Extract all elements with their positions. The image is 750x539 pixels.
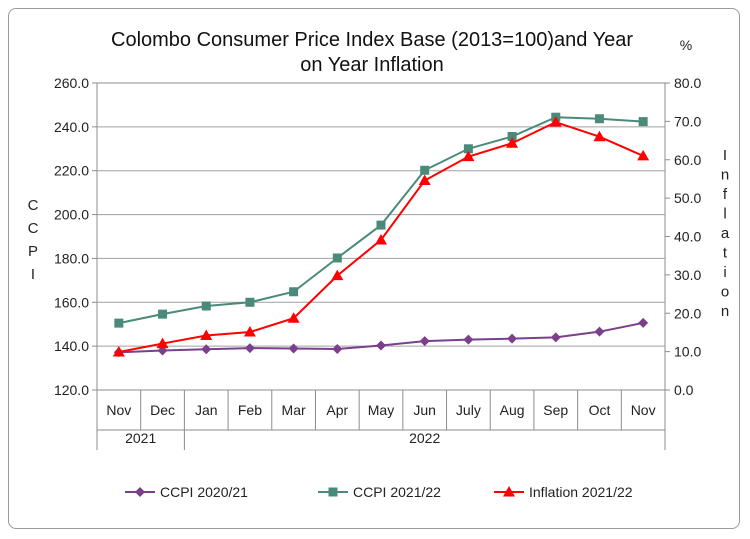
- left-tick-label: 160.0: [54, 294, 89, 310]
- series-3-point: [156, 337, 169, 349]
- series-2-point: [114, 318, 124, 328]
- series-2-point: [463, 144, 473, 154]
- legend-swatch-marker: [135, 487, 145, 497]
- series-3-point: [331, 269, 344, 281]
- left-axis-ticks: 120.0 140.0 160.0 180.0 200.0 220.0 240.0 260.0: [54, 75, 97, 398]
- series-1-point: [244, 343, 255, 354]
- series-3-point: [549, 116, 562, 127]
- right-axis-label-letter: i: [723, 264, 726, 281]
- chart-title-line-2: on Year Inflation: [300, 54, 443, 76]
- series-3-point: [112, 346, 125, 357]
- right-axis-label-letter: n: [721, 303, 729, 320]
- series-2-point: [289, 287, 299, 297]
- left-axis-label: CCPI: [28, 197, 39, 283]
- right-axis-label-letter: I: [723, 147, 727, 164]
- series-1-point: [419, 336, 430, 347]
- series-layer: [112, 112, 650, 358]
- right-axis-label-letter: n: [721, 167, 729, 184]
- right-tick-label: 0.0: [674, 382, 694, 398]
- series-1-point: [376, 340, 386, 351]
- right-tick-label: 50.0: [674, 190, 701, 206]
- category-axis: Nov Dec Jan Feb Mar Apr May Jun July Aug Sep Oct Nov…: [96, 390, 666, 450]
- series-3-point: [462, 150, 475, 162]
- series-2-point: [420, 165, 430, 175]
- year-label: 2022: [409, 430, 440, 446]
- series-1-point: [288, 343, 299, 354]
- left-tick-label: 260.0: [54, 75, 89, 91]
- right-axis-unit: %: [680, 37, 692, 53]
- right-axis-label-letter: a: [721, 225, 730, 242]
- series-3-point: [375, 233, 387, 245]
- legend-label: CCPI 2020/21: [160, 484, 248, 500]
- series-2-point: [332, 253, 342, 263]
- series-2-point: [594, 114, 604, 124]
- series-3-point: [418, 174, 431, 185]
- category-label: Dec: [150, 402, 175, 418]
- left-tick-label: 140.0: [54, 338, 89, 354]
- category-label: Jan: [195, 402, 218, 418]
- category-label: Apr: [326, 402, 348, 418]
- series-2-point: [507, 132, 517, 142]
- series-1-point: [550, 332, 561, 343]
- left-tick-label: 120.0: [54, 382, 89, 398]
- left-tick-label: 180.0: [54, 250, 89, 266]
- left-axis-label-letter: C: [28, 220, 39, 237]
- category-label: Oct: [589, 402, 611, 418]
- legend-label: Inflation 2021/22: [529, 484, 633, 500]
- series-2-point: [201, 301, 211, 311]
- series-1-point: [638, 317, 649, 328]
- right-tick-label: 60.0: [674, 152, 701, 168]
- right-tick-label: 80.0: [674, 75, 701, 91]
- series-3-point: [506, 137, 519, 148]
- category-label: Jun: [413, 402, 436, 418]
- category-label: Mar: [282, 402, 306, 418]
- series-2-point: [638, 117, 648, 127]
- series-3-point: [593, 130, 606, 142]
- gridlines: [97, 126, 665, 347]
- legend-swatch-marker: [328, 487, 338, 497]
- right-axis-label-letter: t: [723, 245, 728, 262]
- left-tick-label: 220.0: [54, 163, 89, 179]
- left-axis-label-letter: P: [28, 243, 38, 260]
- series-1-point: [594, 326, 605, 337]
- series-1-point: [463, 334, 474, 345]
- series-2-point: [376, 220, 386, 230]
- series-1-point: [507, 333, 518, 344]
- right-axis-label-letter: f: [723, 186, 728, 203]
- category-label: Nov: [631, 402, 656, 418]
- chart-title-line-1: Colombo Consumer Price Index Base (2013=…: [111, 29, 633, 51]
- right-axis-label-letter: o: [721, 284, 729, 301]
- series-1-point: [201, 344, 212, 355]
- right-tick-label: 70.0: [674, 113, 701, 129]
- series-1-point: [332, 343, 343, 354]
- series-3-point: [287, 312, 300, 323]
- category-label: Sep: [543, 402, 568, 418]
- right-axis-ticks: 0.0 10.0 20.0 30.0 40.0 50.0 60.0 70.0 80.0: [665, 75, 701, 398]
- right-tick-label: 30.0: [674, 267, 701, 283]
- series-3-point: [200, 329, 213, 341]
- left-tick-label: 200.0: [54, 207, 89, 223]
- series-3-point: [637, 149, 650, 161]
- right-axis-label: Inflation: [721, 147, 730, 320]
- right-axis-label-letter: l: [723, 206, 726, 223]
- right-tick-label: 20.0: [674, 305, 701, 321]
- right-tick-label: 40.0: [674, 229, 701, 245]
- category-label: Aug: [500, 402, 525, 418]
- category-label: May: [368, 402, 394, 418]
- category-label: July: [456, 402, 481, 418]
- legend-label: CCPI 2021/22: [353, 484, 441, 500]
- left-tick-label: 240.0: [54, 119, 89, 135]
- category-label: Feb: [238, 402, 262, 418]
- left-axis-label-letter: I: [31, 266, 35, 283]
- left-axis-label-letter: C: [28, 197, 39, 214]
- legend-swatch-marker: [503, 486, 515, 497]
- series-2-point: [245, 297, 255, 307]
- legend: CCPI 2020/21 CCPI 2021/22 Inflation 2021/2…: [125, 484, 633, 500]
- category-label: Nov: [106, 402, 131, 418]
- year-label: 2021: [125, 430, 156, 446]
- series-2-point: [158, 309, 168, 319]
- right-tick-label: 10.0: [674, 344, 701, 360]
- series-3-point: [243, 326, 256, 337]
